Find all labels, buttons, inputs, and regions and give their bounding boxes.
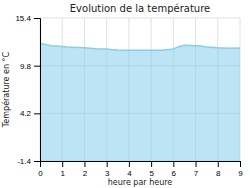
x-tick-label: 5 xyxy=(149,169,154,178)
y-tick-label: 9.8 xyxy=(20,62,32,71)
plot: 0 1 2 3 4 5 6 7 8 9 -1.4 4.2 9.8 15.4 xyxy=(15,14,243,178)
x-tick-mark xyxy=(218,161,219,167)
x-tick: 6 xyxy=(172,161,177,178)
line xyxy=(40,44,240,51)
y-tick-label: 4.2 xyxy=(20,109,32,118)
y-axis-line xyxy=(34,19,41,162)
y-tick-label: 15.4 xyxy=(15,14,31,23)
y-tick-mark xyxy=(34,18,40,19)
y-tick: 4.2 xyxy=(20,109,40,118)
x-tick-label: 6 xyxy=(172,169,177,178)
x-tick-label: 7 xyxy=(194,169,199,178)
x-tick: 7 xyxy=(194,161,199,178)
x-tick: 9 xyxy=(238,161,243,178)
marks xyxy=(40,44,240,161)
x-tick: 1 xyxy=(60,161,65,178)
y-tick-label: -1.4 xyxy=(17,157,31,166)
x-tick-mark xyxy=(151,161,152,167)
x-tick-label: 3 xyxy=(105,169,110,178)
y-axis: -1.4 4.2 9.8 15.4 xyxy=(15,14,40,166)
x-tick: 8 xyxy=(216,161,221,178)
y-axis-title: Température en °C xyxy=(1,51,11,128)
x-tick: 4 xyxy=(127,161,132,178)
x-tick-mark xyxy=(62,161,63,167)
title: Evolution de la température xyxy=(70,3,210,14)
y-tick: 15.4 xyxy=(15,14,40,23)
x-tick: 2 xyxy=(83,161,88,178)
x-tick-label: 9 xyxy=(238,169,243,178)
x-tick: 0 xyxy=(38,161,43,178)
y-tick: 9.8 xyxy=(20,62,40,71)
area xyxy=(40,44,240,161)
x-tick-mark xyxy=(84,161,85,167)
grid xyxy=(40,18,240,161)
grid-line-y xyxy=(40,18,240,19)
x-axis-title: heure par heure xyxy=(108,178,173,187)
chart: 0 1 2 3 4 5 6 7 8 9 -1.4 4.2 9.8 15.4 Evolution de la … xyxy=(0,0,250,188)
x-tick-mark xyxy=(173,161,174,167)
x-tick-label: 1 xyxy=(60,169,65,178)
x-axis-line xyxy=(41,162,241,168)
x-tick: 5 xyxy=(149,161,154,178)
x-tick-mark xyxy=(107,161,108,167)
x-tick-label: 0 xyxy=(38,169,43,178)
x-tick-mark xyxy=(196,161,197,167)
y-tick-mark xyxy=(34,113,40,114)
y-tick: -1.4 xyxy=(17,157,40,166)
x-tick: 3 xyxy=(105,161,110,178)
x-tick-label: 8 xyxy=(216,169,221,178)
x-tick-label: 4 xyxy=(127,169,132,178)
x-tick-mark xyxy=(240,161,241,167)
chart-container: 0 1 2 3 4 5 6 7 8 9 -1.4 4.2 9.8 15.4 Evolution de la … xyxy=(0,0,250,188)
y-tick-mark xyxy=(34,66,40,67)
y-tick-mark xyxy=(34,161,40,162)
x-tick-mark xyxy=(129,161,130,167)
x-tick-label: 2 xyxy=(83,169,88,178)
x-axis: 0 1 2 3 4 5 6 7 8 9 xyxy=(38,161,243,178)
